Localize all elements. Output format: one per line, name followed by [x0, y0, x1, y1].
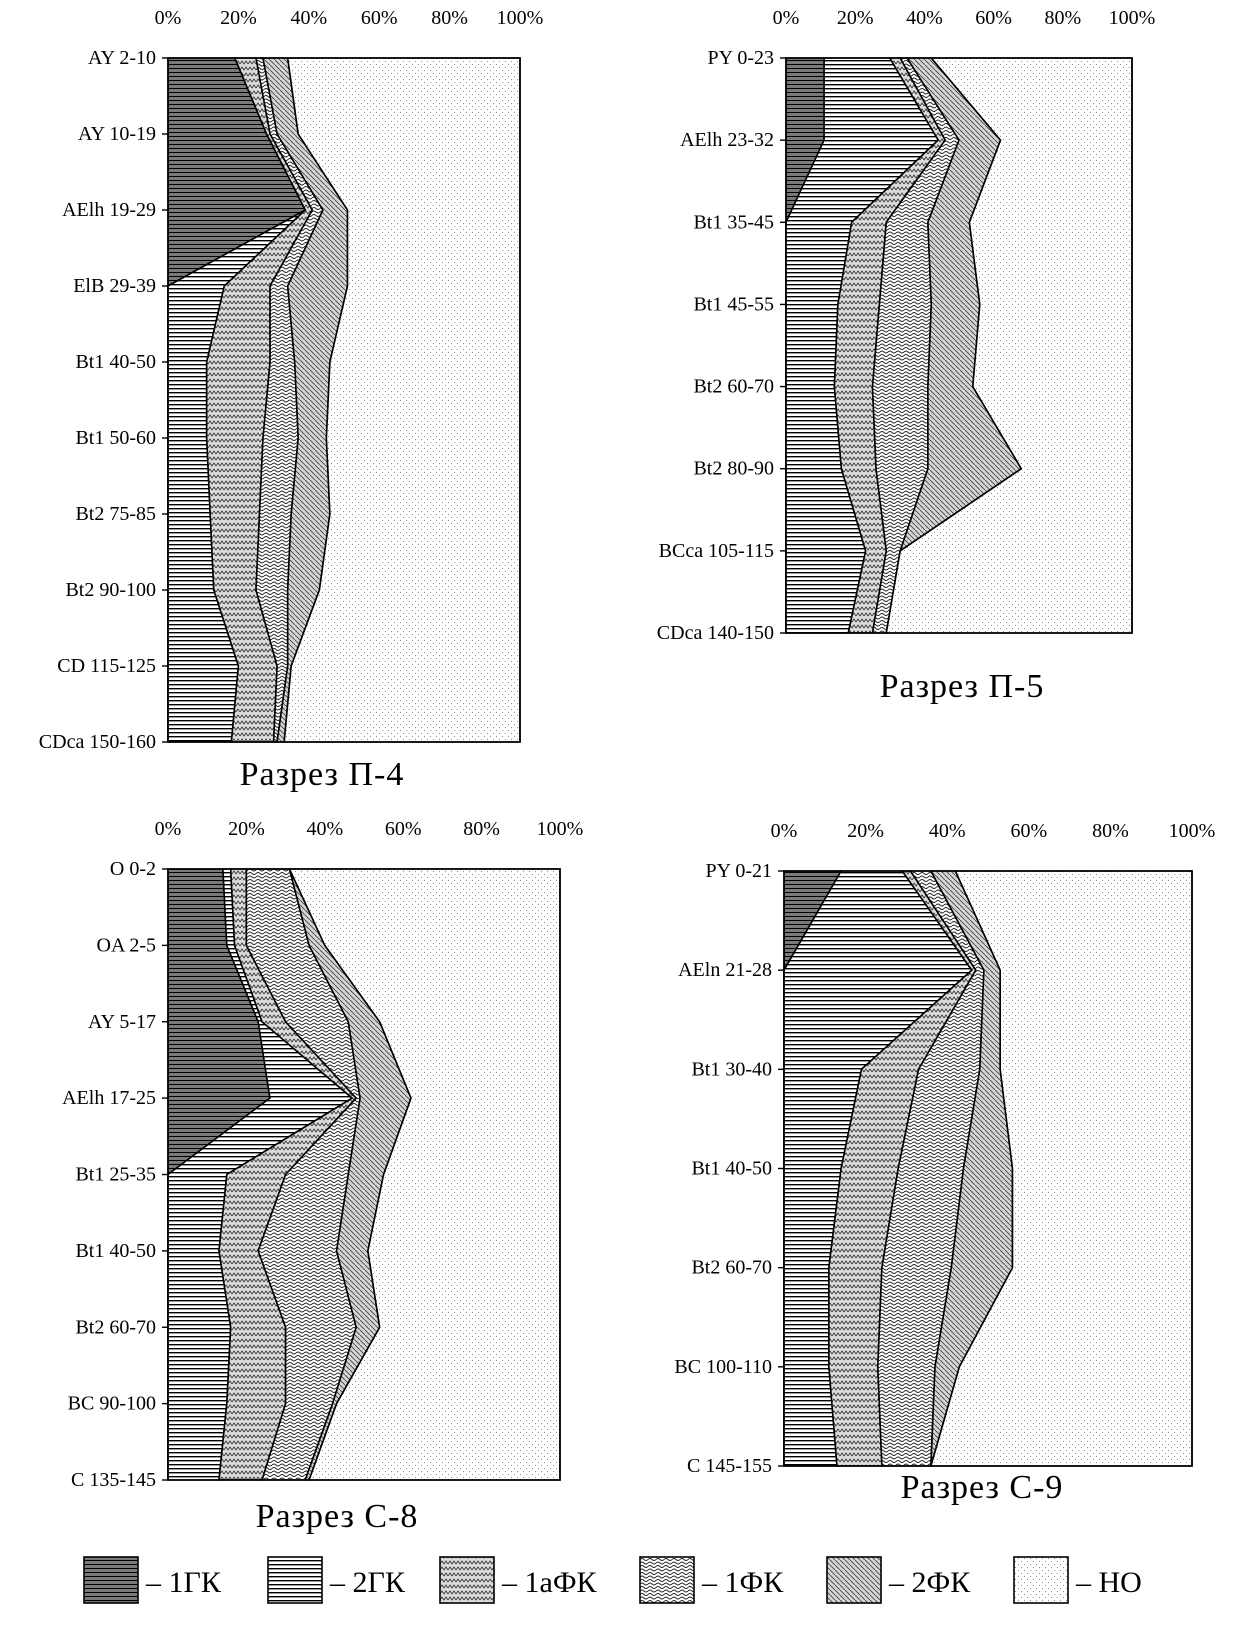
panel-razrez-s8: Разрез С-8 0% 20% 40% 60% 80% 100% O 0-2 OA 2-5… — [62, 818, 583, 1535]
legend-swatch-2fk — [826, 1556, 882, 1604]
y-tick-label: CD 115-125 — [57, 655, 156, 677]
panel-title: Разрез П-5 — [880, 668, 1045, 705]
legend: – 1ГК – 2ГК – 1аФК – 1ФК – 2ФК – НО — [83, 1556, 1142, 1604]
y-tick-label: Bt2 90-100 — [65, 579, 156, 601]
y-tick-label: PY 0-21 — [706, 860, 772, 882]
y-tick-label: AY 2-10 — [88, 47, 156, 69]
y-tick-label: OA 2-5 — [97, 934, 156, 956]
x-tick-label: 40% — [290, 7, 327, 29]
x-tick-label: 80% — [431, 7, 468, 29]
y-tick-label: BC 90-100 — [68, 1393, 156, 1415]
y-tick-label: Bt2 80-90 — [693, 458, 774, 480]
y-tick-label: Bt1 40-50 — [75, 351, 156, 373]
x-tick-label: 20% — [220, 7, 257, 29]
y-tick-label: C 145-155 — [687, 1455, 772, 1477]
y-tick-label: Bt1 40-50 — [75, 1240, 156, 1262]
plot-frame — [167, 57, 521, 743]
x-tick-label: 40% — [306, 818, 343, 840]
legend-swatch-1afk — [439, 1556, 495, 1604]
x-tick-label: 20% — [837, 7, 874, 29]
y-tick-label: Bt1 25-35 — [75, 1164, 156, 1186]
legend-swatch-2gk — [267, 1556, 323, 1604]
x-tick-label: 0% — [773, 7, 800, 29]
legend-label-no: – НО — [1075, 1566, 1142, 1599]
x-tick-label: 0% — [155, 7, 182, 29]
y-tick-label: AY 5-17 — [88, 1011, 156, 1033]
y-tick-label: BC 100-110 — [674, 1356, 772, 1378]
y-tick-label: Bt1 45-55 — [693, 293, 774, 315]
legend-item-1gk: – 1ГК — [83, 1556, 222, 1604]
y-tick-label: PY 0-23 — [708, 47, 774, 69]
x-tick-label: 100% — [1169, 820, 1216, 842]
y-tick-label: Bt1 35-45 — [693, 211, 774, 233]
legend-label-2fk: – 2ФК — [888, 1566, 971, 1599]
y-tick-label: Bt2 60-70 — [693, 376, 774, 398]
legend-swatch-1gk — [83, 1556, 139, 1604]
y-tick-label: Bt2 60-70 — [75, 1316, 156, 1338]
legend-item-no: – НО — [1013, 1556, 1142, 1604]
x-tick-label: 80% — [1044, 7, 1081, 29]
y-tick-label: Bt2 60-70 — [691, 1257, 772, 1279]
x-tick-label: 0% — [771, 820, 798, 842]
x-tick-label: 60% — [975, 7, 1012, 29]
panel-razrez-p5: Разрез П-5 0% 20% 40% 60% 80% 100% PY 0-23 AElh… — [657, 7, 1156, 705]
x-tick-label: 60% — [1010, 820, 1047, 842]
panel-title: Разрез П-4 — [240, 756, 405, 793]
x-tick-label: 0% — [155, 818, 182, 840]
y-tick-label: AEln 21-28 — [678, 959, 772, 981]
legend-item-2gk: – 2ГК — [267, 1556, 406, 1604]
y-tick-label: AElh 17-25 — [62, 1087, 156, 1109]
x-tick-label: 60% — [361, 7, 398, 29]
y-tick-label: AY 10-19 — [78, 123, 156, 145]
legend-item-1fk: – 1ФК — [639, 1556, 784, 1604]
panel-title: Разрез С-9 — [901, 1469, 1064, 1506]
x-tick-label: 100% — [1109, 7, 1156, 29]
panel-razrez-p4: Разрез П-4 0% 20% 40% 60% 80% 100% AY 2-10 AY 1… — [39, 7, 544, 793]
x-tick-label: 40% — [929, 820, 966, 842]
legend-label-1afk: – 1аФК — [501, 1566, 598, 1599]
legend-label-2gk: – 2ГК — [329, 1566, 406, 1599]
y-tick-label: O 0-2 — [110, 858, 156, 880]
y-tick-label: AElh 19-29 — [62, 199, 156, 221]
x-tick-label: 20% — [847, 820, 884, 842]
legend-item-1afk: – 1аФК — [439, 1556, 598, 1604]
x-tick-label: 80% — [1092, 820, 1129, 842]
y-tick-label: Bt1 50-60 — [75, 427, 156, 449]
x-tick-label: 100% — [537, 818, 584, 840]
panel-title: Разрез С-8 — [256, 1498, 419, 1535]
x-tick-label: 40% — [906, 7, 943, 29]
legend-swatch-1fk — [639, 1556, 695, 1604]
x-tick-label: 60% — [385, 818, 422, 840]
legend-label-1fk: – 1ФК — [701, 1566, 784, 1599]
y-tick-label: C 135-145 — [71, 1469, 156, 1491]
y-tick-label: Bt1 40-50 — [691, 1158, 772, 1180]
y-tick-label: AElh 23-32 — [680, 129, 774, 151]
y-tick-label: ElB 29-39 — [73, 275, 156, 297]
x-tick-label: 100% — [497, 7, 544, 29]
x-tick-label: 80% — [463, 818, 500, 840]
x-tick-label: 20% — [228, 818, 265, 840]
y-tick-label: CDca 150-160 — [39, 731, 156, 753]
y-tick-label: BCca 105-115 — [659, 540, 774, 562]
legend-label-1gk: – 1ГК — [145, 1566, 222, 1599]
panel-razrez-s9: Разрез С-9 0% 20% 40% 60% 80% 100% PY 0-21 AEln… — [674, 820, 1215, 1506]
y-tick-label: Bt2 75-85 — [75, 503, 156, 525]
legend-item-2fk: – 2ФК — [826, 1556, 971, 1604]
y-tick-label: CDca 140-150 — [657, 622, 774, 644]
y-tick-label: Bt1 30-40 — [691, 1058, 772, 1080]
plot-frame — [785, 57, 1133, 634]
legend-swatch-no — [1013, 1556, 1069, 1604]
